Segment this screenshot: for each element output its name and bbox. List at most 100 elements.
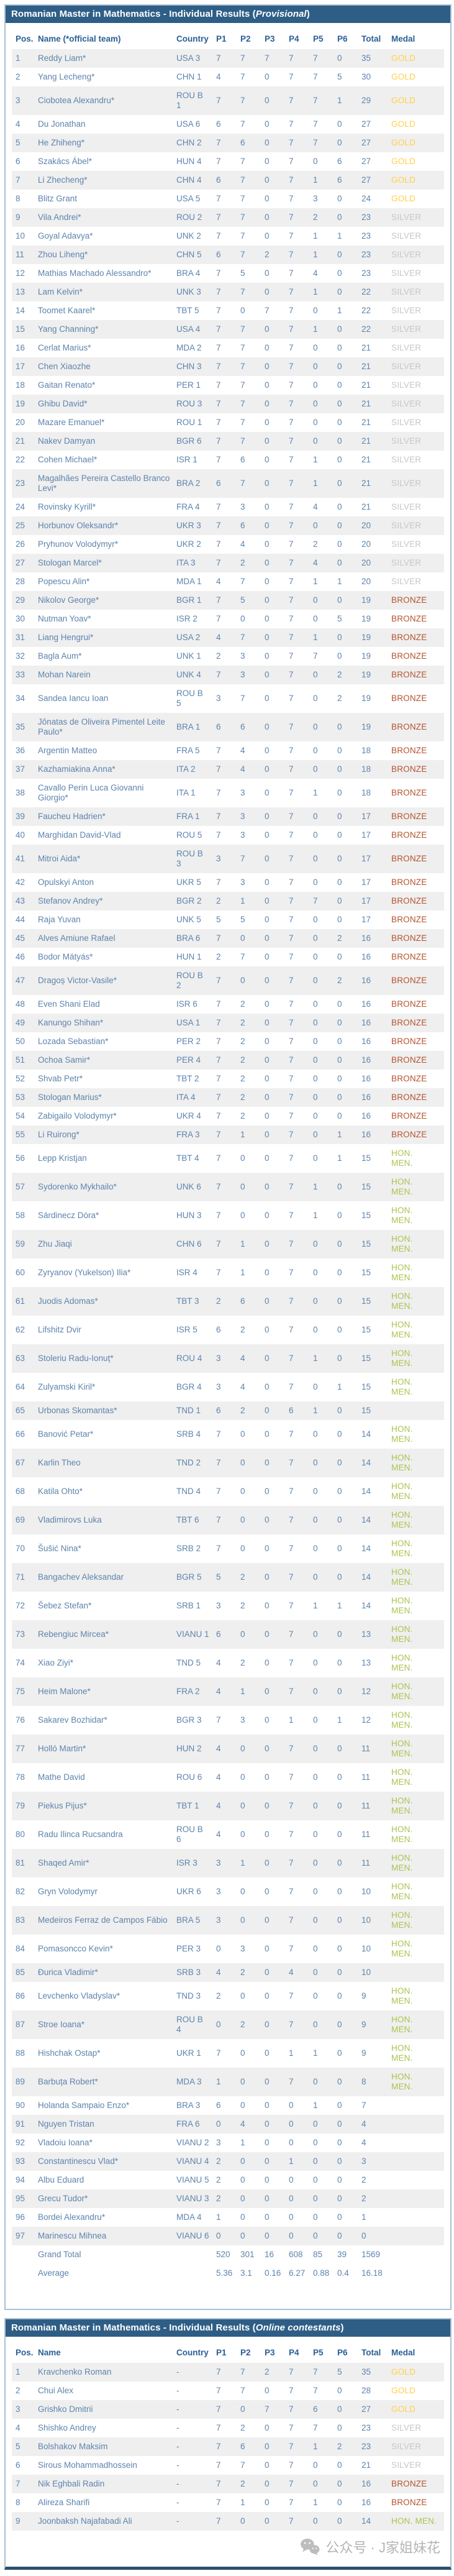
total-cell: 35 (361, 53, 371, 63)
total-cell: 16 (361, 1037, 371, 1046)
result-row: 44 Raja Yuvan UNK 5 5 5 0 7 0 0 17 BRONZE (12, 910, 444, 929)
score-cell: 0 (265, 1093, 270, 1102)
country-cell: - (176, 2442, 179, 2451)
score-cell: 7 (289, 633, 294, 642)
summary-score-cell: 520 (214, 2245, 238, 2264)
result-row: 42 Opulskyi Anton UKR 5 7 3 0 7 0 0 17 BRONZE (12, 873, 444, 892)
name-cell: Zhou Liheng* (38, 250, 88, 259)
score-cell: 0 (337, 1325, 342, 1334)
total-cell: 20 (361, 577, 371, 586)
score-cell: 0 (240, 2194, 245, 2203)
score-cell: 0 (240, 1515, 245, 1524)
score-cell: 0 (265, 1887, 270, 1896)
score-cell: 7 (289, 558, 294, 567)
score-cell: 7 (216, 1239, 221, 1249)
total-cell: 15 (361, 1382, 371, 1391)
score-cell: 7 (240, 175, 245, 185)
medal-cell: HON. MEN. (391, 1349, 413, 1368)
total-cell: 17 (361, 812, 371, 821)
score-cell: 0 (265, 1991, 270, 2001)
total-cell: 16 (361, 1111, 371, 1121)
result-row: 71 Bangachev Aleksandar BGR 5 5 2 0 7 0 0 14 HON. M… (12, 1563, 444, 1592)
score-cell: 0 (265, 2101, 270, 2110)
score-cell: 0 (337, 2479, 342, 2488)
name-cell: Kravchenko Roman (38, 2367, 112, 2377)
total-cell: 16 (361, 1130, 371, 1139)
pos-cell: 26 (16, 539, 25, 549)
pos-cell: 28 (16, 577, 25, 586)
header-row: Pos. Name Country P1 P2 P3 P4 P5 P6 Total Medal (12, 2337, 444, 2363)
score-cell: 0 (313, 1772, 318, 1782)
total-cell: 16 (361, 1018, 371, 1027)
score-cell: 7 (216, 2423, 221, 2432)
score-cell: 3 (240, 670, 245, 679)
pos-cell: 95 (16, 2194, 25, 2203)
medal-cell: GOLD (391, 119, 416, 129)
country-cell: UNK 5 (176, 915, 201, 924)
score-cell: 0 (265, 670, 270, 679)
medal-cell (389, 1963, 444, 1982)
pos-cell: 77 (16, 1744, 25, 1753)
score-cell: 6 (289, 1406, 294, 1415)
score-cell: 7 (289, 1296, 294, 1306)
column-header: Name (*official team) (38, 34, 121, 44)
country-cell: TBT 3 (176, 1296, 199, 1306)
total-cell: 11 (361, 1830, 371, 1839)
total-cell: 17 (361, 830, 371, 840)
score-cell: 0 (313, 614, 318, 623)
score-cell: 0 (337, 2101, 342, 2110)
country-cell: BRA 4 (176, 268, 201, 278)
result-row: 25 Horbunov Oleksandr* UKR 3 7 6 0 7 0 0 20 SILVER (12, 516, 444, 535)
pos-cell: 37 (16, 764, 25, 774)
score-cell: 7 (289, 2479, 294, 2488)
score-cell: 7 (216, 399, 221, 408)
score-cell: 0 (337, 915, 342, 924)
score-cell: 6 (240, 521, 245, 530)
country-cell: ROU B 2 (176, 971, 203, 990)
pos-cell: 38 (16, 788, 25, 797)
total-cell: 17 (361, 896, 371, 905)
score-cell: 0 (337, 1055, 342, 1065)
score-cell: 0 (337, 1037, 342, 1046)
score-cell: 0 (337, 2386, 342, 2395)
score-cell: 1 (313, 1354, 318, 1363)
score-cell: 0 (313, 1629, 318, 1639)
country-cell: ITA 1 (176, 788, 196, 797)
name-cell: He Zhiheng* (38, 138, 85, 147)
medal-cell: HON. MEN. (391, 1910, 413, 1930)
result-row: 5 He Zhiheng* CHN 2 7 6 0 7 7 0 27 GOLD (12, 134, 444, 152)
score-cell: 7 (216, 1153, 221, 1163)
score-cell: 2 (240, 1406, 245, 1415)
score-cell: 7 (289, 1858, 294, 1868)
score-cell: 0 (337, 138, 342, 147)
medal-cell: BRONZE (391, 854, 427, 863)
score-cell: 0 (337, 1687, 342, 1696)
medal-cell: SILVER (391, 455, 422, 464)
score-cell: 7 (240, 53, 245, 63)
score-cell: 1 (313, 250, 318, 259)
score-cell: 0 (265, 577, 270, 586)
score-cell: 0 (265, 1515, 270, 1524)
score-cell: 0 (313, 2479, 318, 2488)
name-cell: Hishchak Ostap* (38, 2048, 101, 2058)
score-cell: 7 (289, 670, 294, 679)
total-cell: 4 (361, 2138, 366, 2147)
medal-cell: BRONZE (391, 614, 427, 623)
summary-score-cell: 39 (335, 2245, 360, 2264)
result-row: 67 Karlin Theo TND 2 7 0 0 7 0 0 14 HON. MEN. (12, 1449, 444, 1477)
score-cell: 0 (337, 2138, 342, 2147)
score-cell: 7 (289, 213, 294, 222)
score-cell: 1 (337, 1153, 342, 1163)
pos-cell: 86 (16, 1991, 25, 2001)
total-cell: 0 (361, 2231, 366, 2240)
result-row: 55 Li Ruirong* FRA 3 7 1 0 7 0 1 16 BRONZE (12, 1125, 444, 1144)
score-cell: 7 (289, 1211, 294, 1220)
name-cell: Argentin Matteo (38, 746, 98, 755)
result-row: 2 Yang Lecheng* CHN 1 4 7 0 7 7 5 30 GOLD (12, 68, 444, 86)
score-cell: 7 (289, 1354, 294, 1363)
medal-cell: BRONZE (391, 896, 427, 905)
medal-cell: SILVER (391, 306, 422, 315)
pos-cell: 16 (16, 343, 25, 352)
medal-cell: SILVER (391, 418, 422, 427)
total-cell: 19 (361, 670, 371, 679)
